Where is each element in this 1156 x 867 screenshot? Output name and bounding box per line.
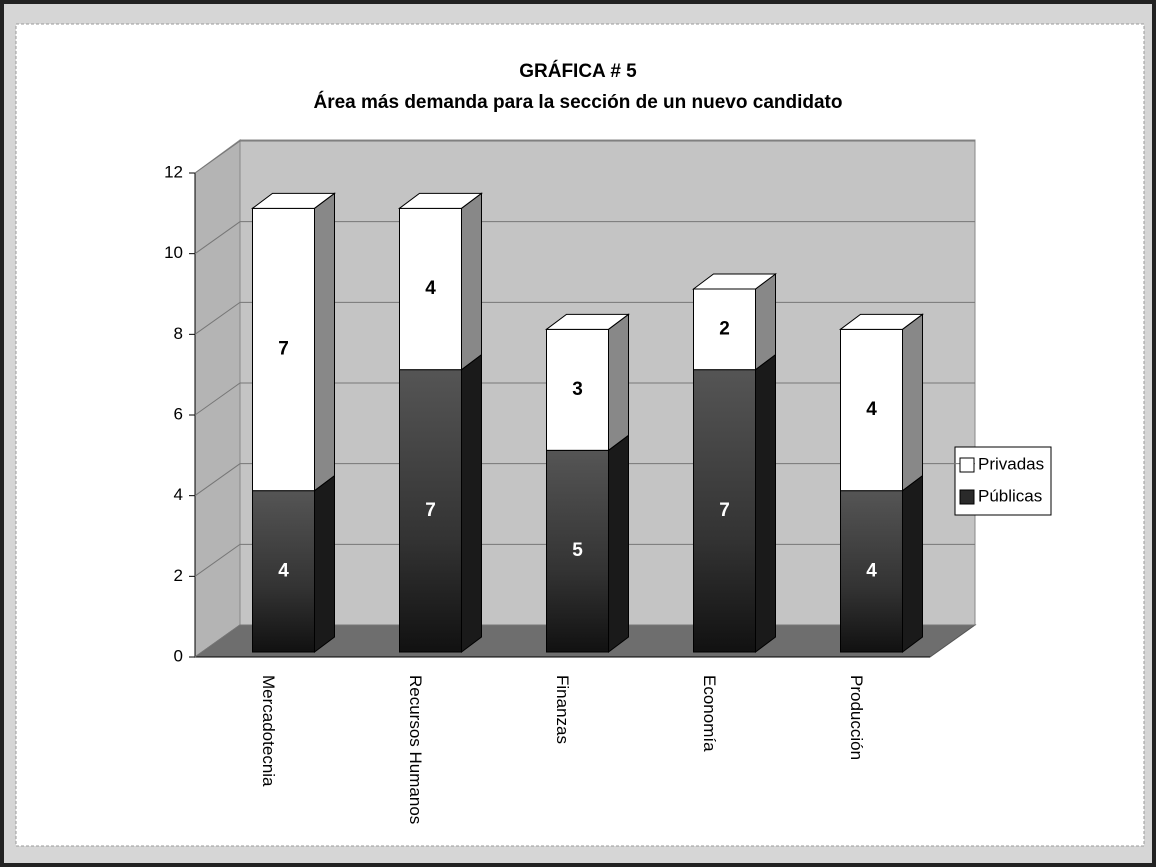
bar-top xyxy=(398,192,483,209)
y-tick-label: 8 xyxy=(174,324,183,343)
y-tick-label: 0 xyxy=(174,646,183,665)
x-tick-label: Mercadotecnia xyxy=(259,675,278,787)
grid-line xyxy=(194,221,975,255)
data-label: 4 xyxy=(866,560,877,581)
y-tick-label: 10 xyxy=(164,243,183,262)
bar-side xyxy=(902,313,923,492)
data-label: 5 xyxy=(572,540,583,561)
bar xyxy=(252,207,315,492)
y-tick-label: 4 xyxy=(174,485,183,504)
bar-side xyxy=(755,353,776,653)
bar-side xyxy=(902,474,923,653)
bar-side xyxy=(314,192,335,492)
bar-side xyxy=(461,353,482,653)
bar xyxy=(546,449,609,653)
data-label: 4 xyxy=(278,560,289,581)
y-tick-label: 12 xyxy=(164,162,183,181)
bar-top xyxy=(251,192,336,209)
bar-top xyxy=(692,273,777,290)
bar xyxy=(840,490,903,653)
x-tick-label: Economía xyxy=(700,675,719,752)
y-tick-label: 2 xyxy=(174,566,183,585)
y-tick-label: 6 xyxy=(174,404,183,423)
data-label: 4 xyxy=(425,278,436,299)
chart-title: GRÁFICA # 5 xyxy=(519,60,637,82)
bar-side xyxy=(461,192,482,371)
bar-side xyxy=(314,474,335,653)
bar xyxy=(840,328,903,492)
data-label: 3 xyxy=(572,379,583,400)
legend-swatch xyxy=(959,457,975,473)
x-tick-label: Recursos Humanos xyxy=(406,675,425,824)
bar xyxy=(693,288,756,371)
legend-label: Públicas xyxy=(978,486,1042,505)
bar-side xyxy=(755,273,776,371)
data-label: 2 xyxy=(719,318,730,339)
bar xyxy=(693,369,756,653)
chart-subtitle: Área más demanda para la sección de un n… xyxy=(313,91,842,113)
bar-side xyxy=(608,313,629,452)
legend-swatch xyxy=(959,489,975,505)
x-tick-label: Finanzas xyxy=(553,675,572,744)
bar xyxy=(399,207,462,371)
x-tick-label: Producción xyxy=(847,675,866,760)
data-label: 7 xyxy=(425,500,436,521)
bar-top xyxy=(545,313,630,330)
data-label: 4 xyxy=(866,399,877,420)
grid-line xyxy=(194,140,975,174)
bar-top xyxy=(839,313,924,330)
data-label: 7 xyxy=(719,500,730,521)
data-label: 7 xyxy=(278,339,289,360)
bar xyxy=(252,490,315,653)
bar xyxy=(546,328,609,451)
bar-side xyxy=(608,434,629,653)
legend-label: Privadas xyxy=(978,454,1044,473)
